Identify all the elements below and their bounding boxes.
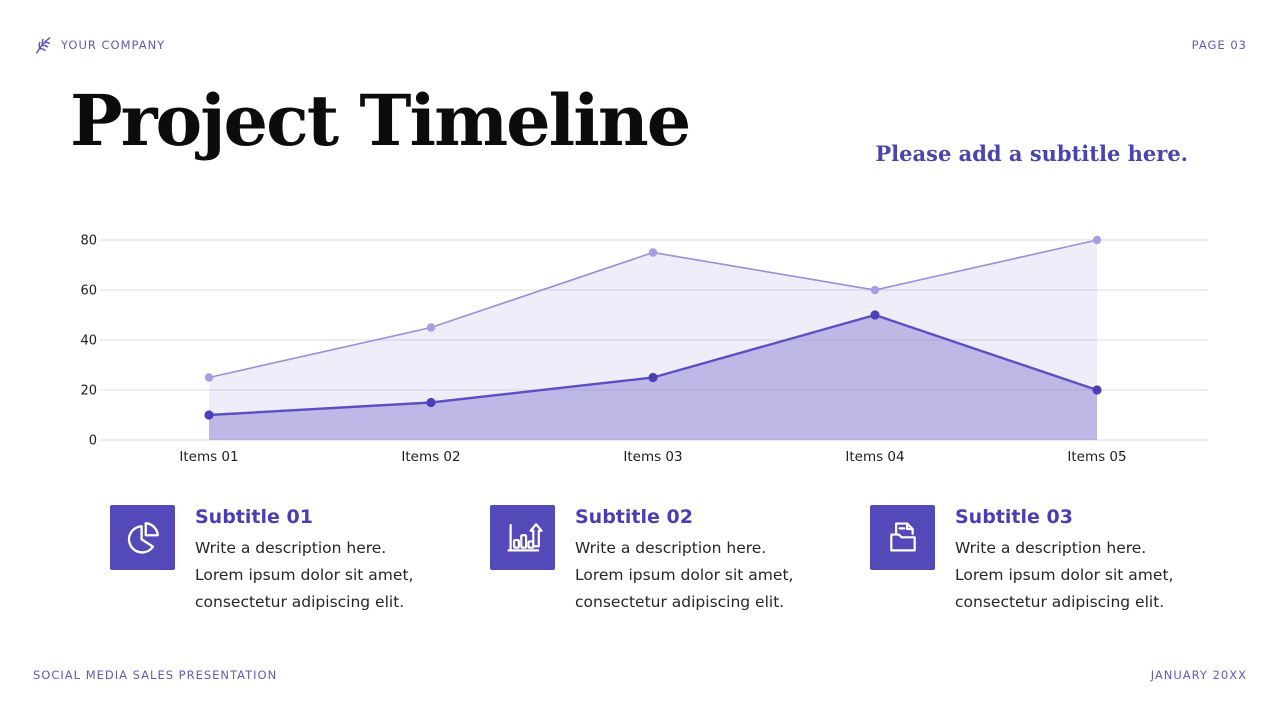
svg-text:0: 0	[89, 434, 97, 449]
card-description: Write a description here. Lorem ipsum do…	[195, 535, 413, 616]
svg-text:Items 01: Items 01	[179, 449, 238, 465]
card-icon-tile	[110, 505, 175, 570]
card-description-line: Lorem ipsum dolor sit amet,	[195, 566, 414, 584]
header-brand: YOUR COMPANY	[33, 34, 165, 56]
svg-text:Items 04: Items 04	[845, 449, 904, 465]
fern-leaf-icon	[36, 37, 51, 54]
chart-area: 0 20 40 60 80 Items 01 Items 02 Items 03 Items 0…	[70, 228, 1210, 470]
card-description: Write a description here. Lorem ipsum do…	[955, 535, 1173, 616]
svg-text:80: 80	[80, 234, 97, 249]
card-description: Write a description here. Lorem ipsum do…	[575, 535, 793, 616]
info-card-3: Subtitle 03 Write a description here. Lo…	[870, 505, 1200, 616]
card-icon-tile	[490, 505, 555, 570]
svg-text:Items 02: Items 02	[401, 449, 460, 465]
timeline-area-chart: 0 20 40 60 80 Items 01 Items 02 Items 03 Items 0…	[80, 234, 1208, 465]
page-number: PAGE 03	[1191, 38, 1247, 52]
card-description-line: Lorem ipsum dolor sit amet,	[955, 566, 1174, 584]
svg-text:Items 05: Items 05	[1067, 449, 1126, 465]
card-body: Subtitle 02 Write a description here. Lo…	[575, 505, 793, 616]
pie-chart-icon	[127, 521, 159, 554]
card-description-line: consectetur adipiscing elit.	[575, 593, 785, 611]
footer-date: JANUARY 20XX	[1150, 668, 1247, 682]
company-name: YOUR COMPANY	[61, 38, 166, 52]
bar-chart-growth-icon	[506, 522, 543, 551]
card-icon-tile	[870, 505, 935, 570]
slide-title: Project Timeline	[70, 79, 691, 162]
svg-text:40: 40	[80, 334, 97, 349]
info-card-1: Subtitle 01 Write a description here. Lo…	[110, 505, 440, 616]
card-description-line: consectetur adipiscing elit.	[955, 593, 1165, 611]
svg-text:Items 03: Items 03	[623, 449, 682, 465]
card-body: Subtitle 01 Write a description here. Lo…	[195, 505, 413, 616]
card-description-line: Write a description here.	[955, 539, 1147, 557]
card-description-line: Write a description here.	[575, 539, 767, 557]
folder-document-icon	[889, 521, 916, 551]
footer-presentation-name: SOCIAL MEDIA SALES PRESENTATION	[33, 668, 278, 682]
card-title: Subtitle 01	[195, 506, 313, 528]
card-description-line: Lorem ipsum dolor sit amet,	[575, 566, 794, 584]
cards-row: Subtitle 01 Write a description here. Lo…	[0, 505, 1280, 625]
card-description-line: consectetur adipiscing elit.	[195, 593, 405, 611]
info-card-2: Subtitle 02 Write a description here. Lo…	[490, 505, 820, 616]
slide-subtitle: Please add a subtitle here.	[875, 141, 1188, 166]
svg-text:20: 20	[80, 384, 97, 399]
card-title: Subtitle 02	[575, 506, 693, 528]
svg-text:60: 60	[80, 284, 97, 299]
card-body: Subtitle 03 Write a description here. Lo…	[955, 505, 1173, 616]
card-description-line: Write a description here.	[195, 539, 387, 557]
card-title: Subtitle 03	[955, 506, 1073, 528]
